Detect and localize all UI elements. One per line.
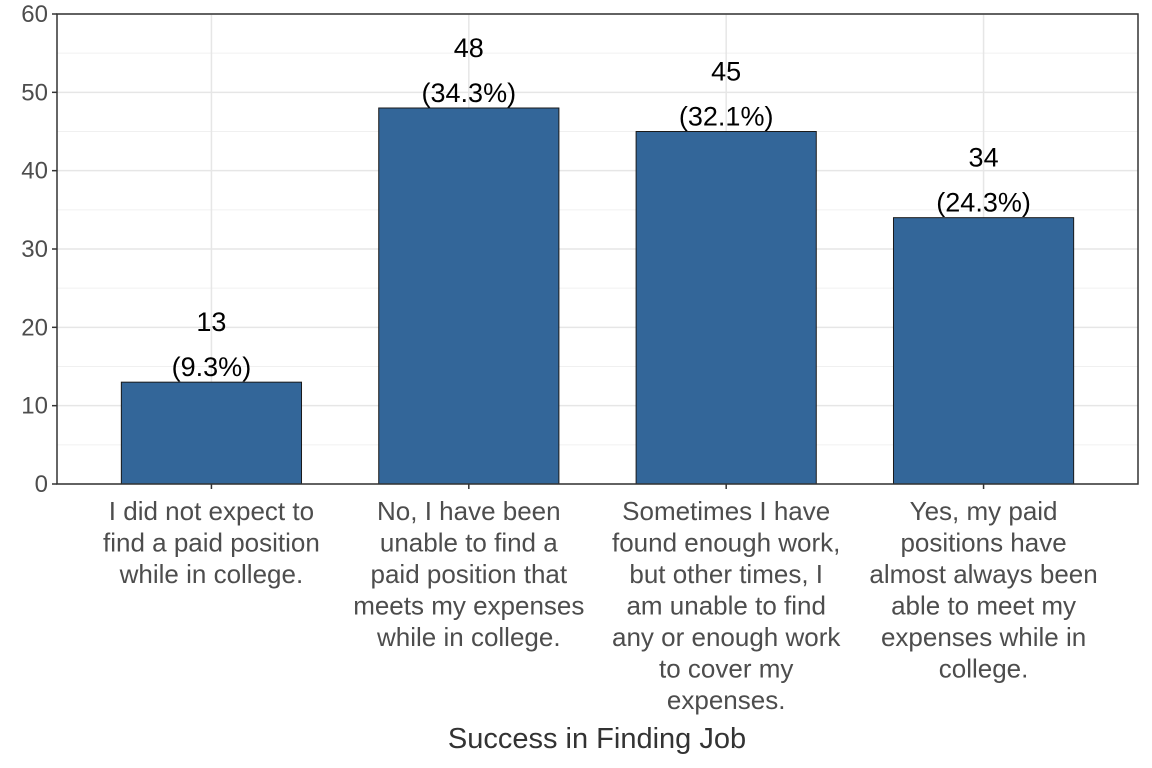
y-tick-label: 30 <box>21 236 48 263</box>
data-label-percent: (24.3%) <box>936 188 1031 218</box>
bars <box>120 107 1075 485</box>
y-tick-label: 40 <box>21 158 48 185</box>
x-tick-label-line: I did not expect to <box>109 496 314 526</box>
x-tick-label-line: paid position that <box>371 559 568 589</box>
x-tick-label-line: Sometimes I have <box>622 496 830 526</box>
x-tick-label-line: any or enough work <box>612 622 841 652</box>
bar <box>378 107 560 485</box>
y-tick-label: 10 <box>21 393 48 420</box>
x-tick-label-line: to cover my <box>659 654 793 684</box>
y-tick-label: 60 <box>21 1 48 28</box>
x-tick-label: Sometimes I have found enough work, but ot… <box>612 496 841 715</box>
x-tick-label-line: meets my expenses <box>353 591 584 621</box>
bar <box>635 131 817 485</box>
bar <box>892 217 1075 485</box>
x-tick-label: I did not expect to find a paid position w… <box>103 496 320 589</box>
bar <box>120 381 303 485</box>
x-tick-label: No, I have been unable to find a paid posi… <box>353 496 584 652</box>
y-tick-label: 20 <box>21 314 48 341</box>
data-label-percent: (9.3%) <box>172 352 252 382</box>
x-tick-label-line: expenses while in <box>881 622 1086 652</box>
x-axis: I did not expect to find a paid position w… <box>103 484 1098 715</box>
x-tick-label-line: found enough work, <box>612 528 840 558</box>
x-tick-label-line: No, I have been <box>377 496 561 526</box>
data-label-count: 45 <box>711 57 741 87</box>
data-label-percent: (32.1%) <box>679 102 774 132</box>
y-tick-label: 0 <box>35 471 48 498</box>
x-tick-label-line: find a paid position <box>103 528 320 558</box>
y-axis: 0 10 20 30 40 50 60 <box>21 1 57 498</box>
x-tick-label-line: college. <box>939 654 1029 684</box>
x-tick-label-line: while in college. <box>376 622 561 652</box>
data-label-count: 48 <box>454 33 484 63</box>
x-tick-label-line: almost always been <box>869 559 1097 589</box>
x-axis-title: Success in Finding Job <box>448 723 746 755</box>
x-tick-label: Yes, my paid positions have almost always … <box>869 496 1097 684</box>
x-tick-label-line: while in college. <box>119 559 304 589</box>
x-tick-label-line: positions have <box>900 528 1066 558</box>
x-tick-label-line: expenses. <box>667 685 786 715</box>
data-labels: 13 (9.3%) 48 (34.3%) 45 (32.1%) 34 (24.3%) <box>172 33 1031 382</box>
x-tick-label-line: Yes, my paid <box>910 496 1058 526</box>
x-tick-label-line: am unable to find <box>626 591 825 621</box>
x-tick-label-line: unable to find a <box>380 528 558 558</box>
data-label-count: 34 <box>969 143 999 173</box>
data-label-count: 13 <box>196 307 226 337</box>
x-tick-label-line: able to meet my <box>891 591 1076 621</box>
data-label-percent: (34.3%) <box>422 78 517 108</box>
y-tick-label: 50 <box>21 79 48 106</box>
x-tick-label-line: but other times, I <box>629 559 823 589</box>
